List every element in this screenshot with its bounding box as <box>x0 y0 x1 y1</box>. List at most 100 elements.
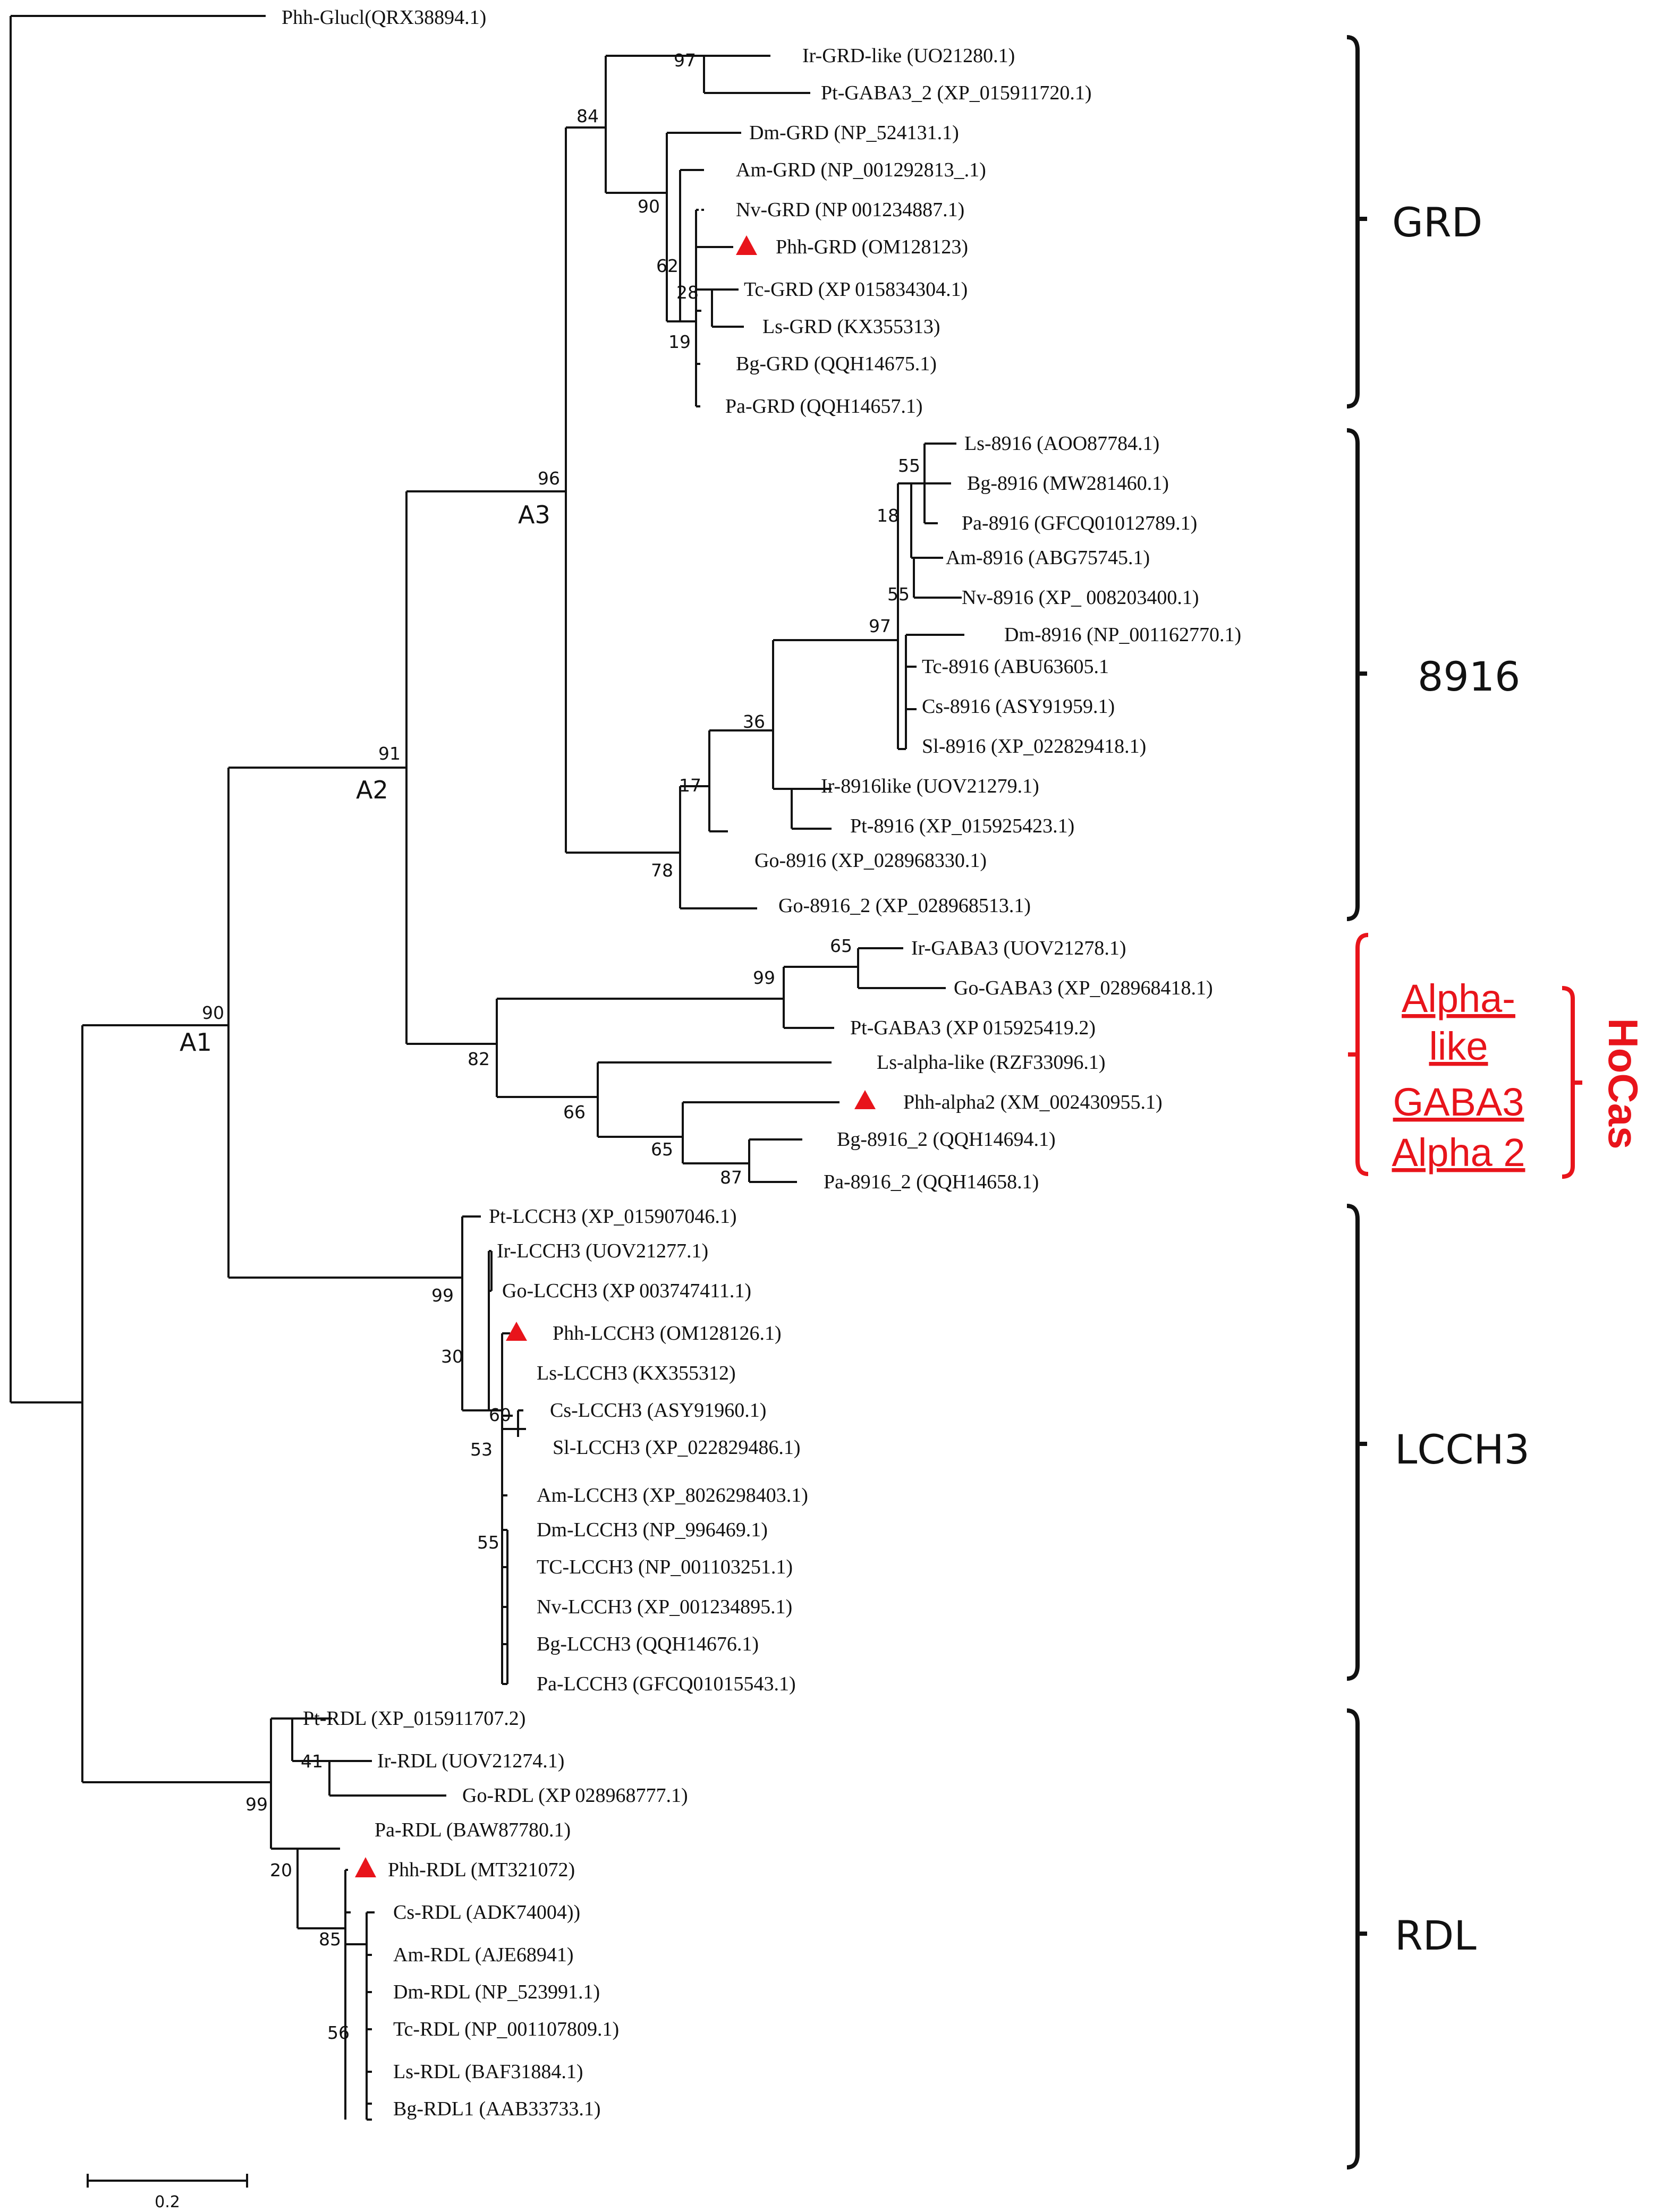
leaf-ls-8916: Ls-8916 (AOO87784.1) <box>964 432 1159 455</box>
bootstrap-value: 41 <box>301 1751 323 1772</box>
bootstrap-value: 90 <box>202 1002 224 1023</box>
bootstrap-value: 60 <box>489 1405 511 1425</box>
highlight-line-2: like <box>1429 1024 1488 1068</box>
leaf-cs-rdl: Cs-RDL (ADK74004)) <box>393 1901 580 1924</box>
leaf-pa-lcch3: Pa-LCCH3 (GFCQ01015543.1) <box>537 1673 796 1695</box>
bootstrap-value: 28 <box>676 282 699 303</box>
bootstrap-value: 78 <box>651 860 673 881</box>
bootstrap-value: 62 <box>656 256 679 276</box>
highlight-line-3: GABA3 <box>1393 1080 1524 1124</box>
bootstrap-value: 65 <box>830 935 852 956</box>
leaf-pt-rdl: Pt-RDL (XP_015911707.2) <box>303 1707 525 1730</box>
bootstrap-value: 91 <box>378 743 401 764</box>
leaf-pa-rdl: Pa-RDL (BAW87780.1) <box>375 1819 571 1841</box>
clade-label-grd: GRD <box>1392 199 1482 246</box>
leaf-nv-lcch3: Nv-LCCH3 (XP_001234895.1) <box>537 1596 792 1618</box>
leaf-ls-alpha-like: Ls-alpha-like (RZF33096.1) <box>877 1051 1106 1074</box>
leaf-nv-8916: Nv-8916 (XP_ 008203400.1) <box>962 586 1199 609</box>
leaf-am-grd: Am-GRD (NP_001292813_.1) <box>736 159 986 181</box>
bracket-hocas <box>1562 986 1582 1179</box>
bootstrap-value: 65 <box>651 1139 673 1160</box>
bootstrap-value: 36 <box>743 711 765 732</box>
leaf-ls-rdl: Ls-RDL (BAF31884.1) <box>393 2061 583 2083</box>
leaf-pa-8916-2: Pa-8916_2 (QQH14658.1) <box>824 1171 1039 1193</box>
highlight-line-4: Alpha 2 <box>1392 1130 1525 1175</box>
leaf-ir-grd-like: Ir-GRD-like (UO21280.1) <box>802 45 1015 67</box>
leaf-am-rdl: Am-RDL (AJE68941) <box>393 1944 574 1966</box>
leaf-bg-8916-2: Bg-8916_2 (QQH14694.1) <box>837 1128 1056 1151</box>
leaf-tc-lcch3: TC-LCCH3 (NP_001103251.1) <box>537 1556 793 1578</box>
bootstrap-value: 18 <box>877 505 899 526</box>
leaf-go-8916: Go-8916 (XP_028968330.1) <box>754 849 987 872</box>
clade-brackets <box>1346 35 1582 2170</box>
leaf-dm-8916: Dm-8916 (NP_001162770.1) <box>1004 624 1241 646</box>
highlight-line-1: Alpha- <box>1402 976 1515 1020</box>
leaf-ir-rdl: Ir-RDL (UOV21274.1) <box>377 1750 564 1772</box>
leaf-phh-grd: Phh-GRD (OM128123) <box>776 236 968 258</box>
node-label-a2: A2 <box>356 776 388 804</box>
leaf-tc-grd: Tc-GRD (XP 015834304.1) <box>744 278 968 301</box>
bootstrap-value: 55 <box>887 584 910 605</box>
bootstrap-value: 99 <box>245 1794 268 1815</box>
bootstrap-value: 87 <box>720 1167 742 1188</box>
leaf-pt-gaba3: Pt-GABA3 (XP 015925419.2) <box>850 1017 1096 1039</box>
leaf-bg-grd: Bg-GRD (QQH14675.1) <box>736 353 937 375</box>
bootstrap-value: 99 <box>431 1285 454 1306</box>
triangle-marker-icon <box>854 1090 876 1109</box>
alpha-like-highlight: Alpha- like GABA3 Alpha 2 HoCas <box>1392 976 1647 1175</box>
leaf-phh-rdl: Phh-RDL (MT321072) <box>388 1859 575 1881</box>
clade-label-lcch3: LCCH3 <box>1395 1426 1530 1473</box>
bracket-lcch3 <box>1346 1204 1367 1681</box>
leaf-bg-8916: Bg-8916 (MW281460.1) <box>967 472 1169 495</box>
leaf-dm-grd: Dm-GRD (NP_524131.1) <box>749 122 959 144</box>
leaf-go-gaba3: Go-GABA3 (XP_028968418.1) <box>954 977 1213 999</box>
leaf-cs-8916: Cs-8916 (ASY91959.1) <box>922 695 1115 718</box>
leaf-am-lcch3: Am-LCCH3 (XP_8026298403.1) <box>537 1484 808 1507</box>
triangle-marker-icon <box>355 1857 376 1877</box>
bootstrap-value: 19 <box>668 331 691 352</box>
bootstrap-value: 85 <box>319 1929 341 1950</box>
leaf-phh-lcch3: Phh-LCCH3 (OM128126.1) <box>553 1322 782 1345</box>
leaf-go-lcch3: Go-LCCH3 (XP 003747411.1) <box>502 1280 751 1302</box>
triangle-marker-icon <box>506 1322 527 1341</box>
tree-branches <box>10 15 964 2121</box>
clade-label-rdl: RDL <box>1395 1912 1477 1959</box>
leaf-labels: Phh-Glucl(QRX38894.1) Ir-GRD-like (UO212… <box>282 6 1241 2120</box>
bootstrap-value: 82 <box>468 1049 490 1069</box>
bootstrap-value: 55 <box>898 455 920 476</box>
hocas-label: HoCas <box>1600 1018 1647 1149</box>
clade-label-8916: 8916 <box>1418 653 1520 700</box>
bracket-alpha-like <box>1348 933 1369 1176</box>
phh-markers <box>355 235 876 1877</box>
leaf-ir-gaba3: Ir-GABA3 (UOV21278.1) <box>911 937 1126 959</box>
leaf-pa-grd: Pa-GRD (QQH14657.1) <box>725 395 923 418</box>
node-label-a1: A1 <box>180 1028 212 1057</box>
bracket-rdl <box>1346 1708 1367 2170</box>
clade-labels: GRD 8916 LCCH3 RDL <box>1392 199 1530 1959</box>
leaf-am-8916: Am-8916 (ABG75745.1) <box>946 547 1150 569</box>
scale-bar-label: 0.2 <box>155 2193 180 2211</box>
leaf-dm-lcch3: Dm-LCCH3 (NP_996469.1) <box>537 1519 768 1541</box>
triangle-marker-icon <box>736 235 757 255</box>
leaf-pa-8916: Pa-8916 (GFCQ01012789.1) <box>962 512 1197 534</box>
leaf-phh-alpha2: Phh-alpha2 (XM_002430955.1) <box>903 1091 1163 1113</box>
leaf-tc-rdl: Tc-RDL (NP_001107809.1) <box>393 2018 619 2040</box>
bootstrap-value: 97 <box>869 616 891 636</box>
bootstrap-value: 90 <box>638 196 660 217</box>
leaf-nv-grd: Nv-GRD (NP 001234887.1) <box>736 199 964 221</box>
leaf-ls-lcch3: Ls-LCCH3 (KX355312) <box>537 1362 736 1384</box>
leaf-outgroup: Phh-Glucl(QRX38894.1) <box>282 6 486 29</box>
bootstrap-value: 53 <box>470 1439 493 1460</box>
bootstrap-value: 84 <box>576 106 599 126</box>
leaf-bg-rdl1: Bg-RDL1 (AAB33733.1) <box>393 2098 601 2120</box>
bootstrap-value: 66 <box>563 1102 586 1122</box>
bracket-8916 <box>1346 428 1367 921</box>
leaf-cs-lcch3: Cs-LCCH3 (ASY91960.1) <box>550 1399 766 1422</box>
bootstrap-value: 17 <box>679 775 701 796</box>
bootstrap-value: 30 <box>441 1346 463 1367</box>
leaf-dm-rdl: Dm-RDL (NP_523991.1) <box>393 1981 600 2003</box>
bootstrap-value: 99 <box>753 967 775 988</box>
scale-bar: 0.2 <box>87 2174 248 2211</box>
leaf-ls-grd: Ls-GRD (KX355313) <box>762 316 940 338</box>
